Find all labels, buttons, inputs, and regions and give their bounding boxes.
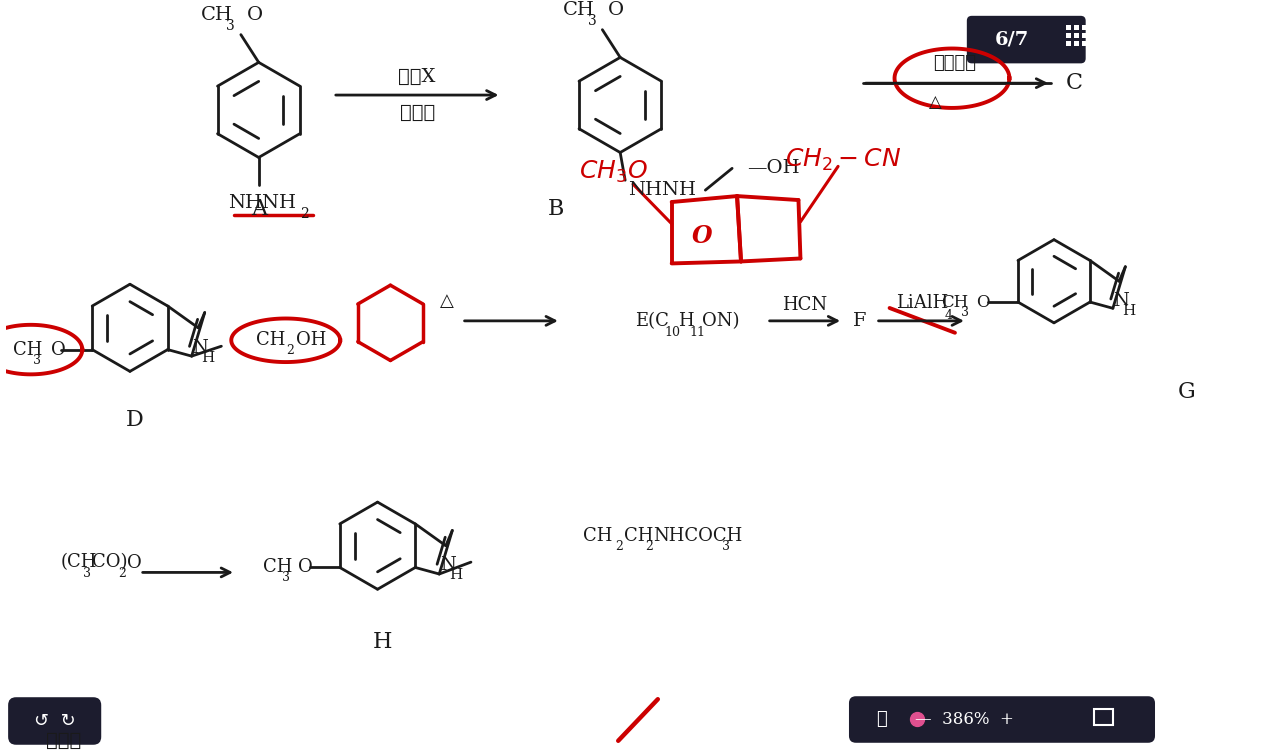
Text: ON): ON) (703, 312, 740, 330)
Text: H: H (372, 631, 392, 653)
Text: —  386%  +: — 386% + (915, 711, 1014, 727)
Bar (1074, 41, 1079, 46)
Text: CO): CO) (92, 553, 128, 572)
Text: ↺  ↻: ↺ ↻ (33, 712, 76, 730)
Text: N: N (440, 556, 456, 575)
Text: OH: OH (296, 332, 326, 349)
Text: (CH: (CH (60, 553, 97, 572)
Text: NHCOCH: NHCOCH (653, 527, 742, 545)
Text: 3: 3 (722, 541, 730, 553)
Text: 2: 2 (616, 541, 623, 553)
Text: G: G (1178, 381, 1196, 403)
Text: O: O (247, 6, 262, 24)
Text: O: O (51, 341, 65, 359)
FancyBboxPatch shape (8, 697, 101, 744)
Bar (1093, 709, 1114, 725)
Text: CH: CH (941, 293, 968, 311)
Text: E(C: E(C (635, 312, 669, 330)
Text: CH: CH (582, 527, 612, 545)
Text: O: O (977, 293, 989, 311)
Text: 3: 3 (83, 568, 91, 581)
Text: N: N (1114, 292, 1129, 310)
Text: 试剂X: 试剂X (398, 68, 436, 86)
Text: 3: 3 (588, 14, 596, 28)
Text: 4: 4 (945, 309, 954, 322)
Text: H: H (449, 569, 462, 582)
Text: H: H (201, 350, 215, 365)
Text: CH: CH (625, 527, 654, 545)
Text: 2: 2 (645, 541, 653, 553)
Text: 硼氢还原: 硼氢还原 (933, 54, 977, 72)
Text: CH: CH (256, 332, 285, 349)
Text: D: D (125, 409, 143, 431)
Text: △: △ (440, 292, 454, 310)
Text: 〈: 〈 (876, 710, 887, 728)
Text: O: O (692, 223, 713, 247)
Text: O: O (298, 559, 312, 577)
Text: HCN: HCN (782, 296, 827, 314)
Text: B: B (548, 198, 564, 220)
Text: H: H (1123, 304, 1135, 318)
Text: $\mathit{CH_2-CN}$: $\mathit{CH_2-CN}$ (785, 147, 901, 172)
Text: O: O (608, 1, 625, 19)
Bar (1066, 25, 1071, 29)
Text: NHNH: NHNH (228, 194, 296, 212)
Text: 3: 3 (283, 572, 291, 584)
Text: $\mathit{CH_3O}$: $\mathit{CH_3O}$ (579, 159, 648, 186)
Text: 已知：: 已知： (46, 732, 81, 750)
Text: 3: 3 (960, 306, 969, 319)
Text: F: F (852, 312, 867, 330)
Bar (1082, 32, 1087, 38)
Text: 6/7: 6/7 (995, 31, 1029, 49)
Text: NHNH: NHNH (627, 181, 696, 199)
Text: A: A (251, 198, 266, 220)
Text: LiAlH: LiAlH (896, 294, 948, 312)
Bar (1082, 25, 1087, 29)
FancyBboxPatch shape (849, 696, 1155, 743)
Text: 10: 10 (664, 326, 681, 339)
Text: 2: 2 (301, 207, 308, 221)
Text: CH: CH (201, 6, 233, 24)
Text: △: △ (929, 95, 942, 111)
Bar (1066, 32, 1071, 38)
Text: N: N (192, 338, 209, 356)
Bar (1066, 41, 1071, 46)
Text: 2: 2 (285, 344, 293, 357)
Text: —OH: —OH (748, 159, 800, 177)
Text: 3: 3 (227, 19, 234, 33)
Bar (1074, 25, 1079, 29)
Text: 3: 3 (33, 353, 41, 366)
Text: CH: CH (563, 1, 595, 19)
Text: 2: 2 (118, 568, 125, 581)
Text: CH: CH (262, 559, 292, 577)
Bar (1082, 41, 1087, 46)
Text: 催化剂: 催化剂 (399, 104, 435, 122)
Text: CH: CH (13, 341, 42, 359)
Text: H: H (677, 312, 694, 330)
Text: C: C (1066, 72, 1083, 94)
Text: O: O (127, 553, 142, 572)
Text: 11: 11 (690, 326, 705, 339)
FancyBboxPatch shape (966, 16, 1085, 63)
Bar (1074, 32, 1079, 38)
